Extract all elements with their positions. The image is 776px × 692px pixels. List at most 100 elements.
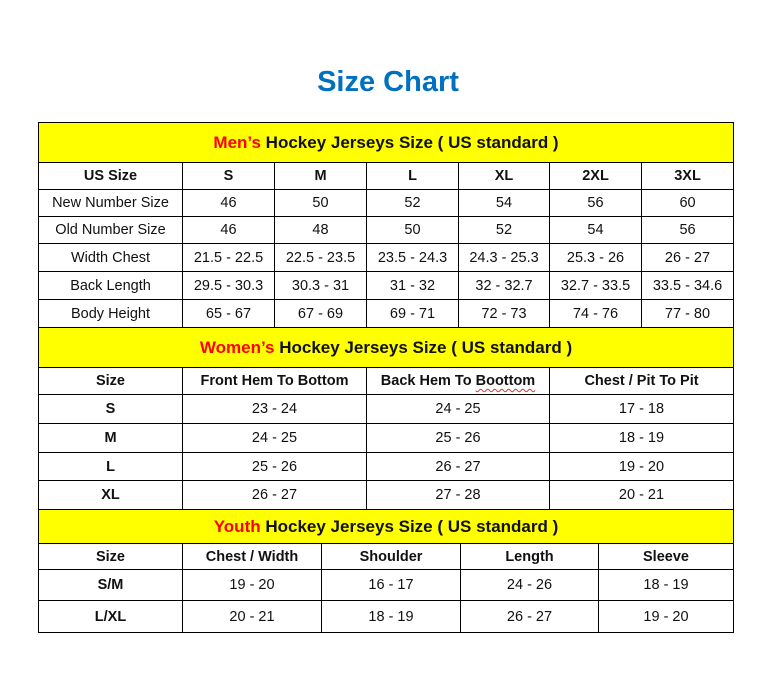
table-cell: 56 xyxy=(549,189,642,217)
table-cell: 52 xyxy=(366,189,459,217)
column-header-label: Size xyxy=(95,548,125,565)
youth-banner-highlight: Youth xyxy=(213,516,261,536)
table-cell: 24 - 26 xyxy=(460,569,599,601)
row-label: XL xyxy=(38,480,183,510)
table-row: XL 26 - 27 27 - 28 20 - 21 xyxy=(38,480,735,510)
column-header-label: Shoulder xyxy=(359,548,423,565)
column-header: Size xyxy=(38,543,183,570)
table-cell: 23.5 - 24.3 xyxy=(366,243,459,272)
table-cell: 23 - 24 xyxy=(182,394,367,424)
column-header: L xyxy=(366,162,459,190)
table-row: Width Chest 21.5 - 22.5 22.5 - 23.5 23.5 - … xyxy=(38,243,735,272)
table-cell: 24 - 25 xyxy=(182,423,367,453)
table-cell: 69 - 71 xyxy=(366,299,459,328)
table-row: L/XL 20 - 21 18 - 19 26 - 27 19 - 20 xyxy=(38,600,734,633)
row-label: M xyxy=(38,423,183,453)
table-cell: 31 - 32 xyxy=(366,271,459,300)
row-label: Width Chest xyxy=(38,243,183,272)
womens-banner-highlight: Women’s xyxy=(199,337,275,357)
column-header-label: Chest / Pit To Pit xyxy=(584,373,699,389)
table-row: Back Length 29.5 - 30.3 30.3 - 31 31 - 32 32… xyxy=(38,271,735,300)
page-title: Size Chart xyxy=(317,66,459,98)
youth-header-row: Size Chest / Width Shoulder Length Sleeve xyxy=(38,543,734,570)
table-cell: 16 - 17 xyxy=(321,569,461,601)
column-header: XL xyxy=(458,162,550,190)
womens-banner: Women’s Hockey Jerseys Size ( US standar… xyxy=(37,327,735,368)
column-header: Length xyxy=(460,543,599,570)
column-header-label: 3XL xyxy=(674,168,701,184)
column-header-label: M xyxy=(314,168,327,184)
youth-banner: Youth Hockey Jerseys Size ( US standard … xyxy=(38,509,734,544)
table-cell: 46 xyxy=(182,189,275,217)
table-cell: 50 xyxy=(274,189,367,217)
table-cell: 54 xyxy=(549,216,642,244)
table-cell: 72 - 73 xyxy=(458,299,550,328)
table-cell: 26 - 27 xyxy=(640,243,735,272)
table-cell: 32 - 32.7 xyxy=(458,271,550,300)
table-row: Old Number Size 46 48 50 52 54 56 xyxy=(38,216,735,244)
table-cell: 22.5 - 23.5 xyxy=(274,243,367,272)
men-header-row: US Size S M L XL 2XL 3XL xyxy=(38,162,735,190)
table-cell: 33.5 - 34.6 xyxy=(640,271,735,300)
column-header: Back Hem To Boottom xyxy=(366,367,550,395)
table-cell: 18 - 19 xyxy=(598,569,734,601)
mens-banner: Men’s Hockey Jerseys Size ( US standard … xyxy=(37,122,735,163)
table-cell: 65 - 67 xyxy=(182,299,275,328)
table-cell: 25 - 26 xyxy=(182,452,367,481)
table-cell: 26 - 27 xyxy=(182,480,367,510)
column-header-label: Sleeve xyxy=(643,548,689,565)
column-header: Chest / Width xyxy=(182,543,322,570)
table-cell: 26 - 27 xyxy=(460,600,599,633)
table-cell: 52 xyxy=(458,216,550,244)
table-row: S/M 19 - 20 16 - 17 24 - 26 18 - 19 xyxy=(38,569,734,601)
table-cell: 56 xyxy=(640,216,735,244)
table-cell: 26 - 27 xyxy=(366,452,550,481)
table-cell: 46 xyxy=(182,216,275,244)
spellcheck-underline: Boottom xyxy=(475,373,536,389)
row-label: Back Length xyxy=(38,271,183,300)
table-cell: 19 - 20 xyxy=(598,600,734,633)
column-header-label: Back Hem To Boottom xyxy=(380,373,536,389)
mens-size-table: Men’s Hockey Jerseys Size ( US standard … xyxy=(37,122,735,328)
table-cell: 30.3 - 31 xyxy=(274,271,367,300)
table-row: S 23 - 24 24 - 25 17 - 18 xyxy=(38,394,735,424)
table-cell: 54 xyxy=(458,189,550,217)
column-header: US Size xyxy=(38,162,183,190)
row-label: S/M xyxy=(38,569,183,601)
table-cell: 21.5 - 22.5 xyxy=(182,243,275,272)
table-cell: 18 - 19 xyxy=(321,600,461,633)
table-cell: 20 - 21 xyxy=(182,600,322,633)
row-label: Old Number Size xyxy=(38,216,183,244)
table-row: New Number Size 46 50 52 54 56 60 xyxy=(38,189,735,217)
youth-size-table: Youth Hockey Jerseys Size ( US standard … xyxy=(38,509,734,633)
column-header-label: Chest / Width xyxy=(205,548,299,565)
column-header-label: Size xyxy=(95,373,125,389)
table-cell: 25 - 26 xyxy=(366,423,550,453)
womens-banner-text: Hockey Jerseys Size ( US standard ) xyxy=(274,337,573,357)
women-header-row: Size Front Hem To Bottom Back Hem To Boott… xyxy=(38,367,735,395)
column-header-label: Front Hem To Bottom xyxy=(200,373,349,389)
table-cell: 32.7 - 33.5 xyxy=(549,271,642,300)
table-cell: 24 - 25 xyxy=(366,394,550,424)
row-label: Body Height xyxy=(38,299,183,328)
column-header: Shoulder xyxy=(321,543,461,570)
table-row: Body Height 65 - 67 67 - 69 69 - 71 72 - 73 7… xyxy=(38,299,735,328)
row-label: L/XL xyxy=(38,600,183,633)
mens-banner-highlight: Men’s xyxy=(213,132,261,152)
mens-banner-text: Hockey Jerseys Size ( US standard ) xyxy=(260,132,559,152)
table-row: M 24 - 25 25 - 26 18 - 19 xyxy=(38,423,735,453)
column-header-label: US Size xyxy=(83,168,138,184)
column-header: Size xyxy=(38,367,183,395)
column-header-label: Length xyxy=(505,548,554,565)
column-header: 3XL xyxy=(640,162,735,190)
table-cell: 67 - 69 xyxy=(274,299,367,328)
table-cell: 48 xyxy=(274,216,367,244)
column-header: Sleeve xyxy=(598,543,734,570)
column-header-label: L xyxy=(408,168,417,184)
table-cell: 25.3 - 26 xyxy=(549,243,642,272)
table-cell: 17 - 18 xyxy=(548,394,735,424)
column-header: M xyxy=(274,162,367,190)
column-header: Front Hem To Bottom xyxy=(182,367,367,395)
table-cell: 29.5 - 30.3 xyxy=(182,271,275,300)
table-cell: 24.3 - 25.3 xyxy=(458,243,550,272)
